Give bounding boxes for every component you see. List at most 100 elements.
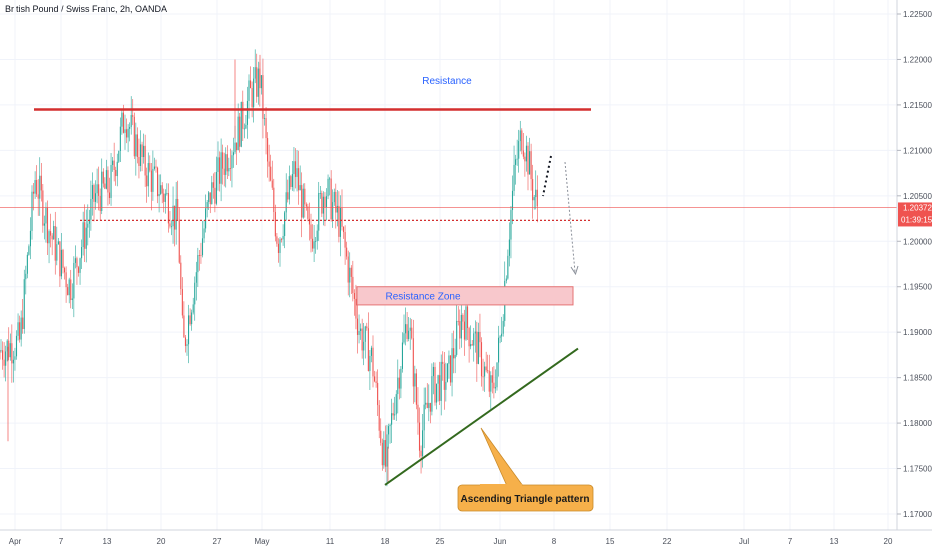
candle-body: [409, 327, 411, 331]
candle-body: [397, 377, 399, 395]
candle-body: [93, 185, 95, 202]
candle-body: [234, 142, 236, 153]
candle-body: [384, 440, 386, 467]
candle-body: [449, 355, 452, 383]
candle-body: [381, 442, 383, 466]
candle-body: [208, 192, 210, 203]
candle-body: [370, 347, 372, 356]
candle-body: [276, 236, 278, 244]
candle-body: [366, 326, 368, 329]
candle-body: [456, 320, 458, 355]
candle-body: [246, 100, 248, 125]
time-tick-label: 25: [436, 537, 445, 546]
candle-body: [301, 185, 303, 218]
candle-body: [401, 342, 403, 369]
candle-body: [418, 422, 421, 451]
candle-body: [126, 129, 128, 138]
candle-body: [139, 144, 142, 166]
time-tick-label: 11: [326, 537, 335, 546]
candle-body: [68, 279, 70, 296]
candle-body: [279, 239, 281, 253]
candle-body: [104, 183, 106, 189]
candle-body: [462, 314, 464, 322]
candle-body: [522, 150, 524, 157]
candle-body: [85, 227, 87, 249]
short-forecast-dotted[interactable]: [542, 155, 552, 197]
candle-body: [263, 118, 266, 119]
candle-body: [60, 249, 62, 277]
candle-body: [389, 424, 391, 427]
pattern-callout[interactable]: [457, 484, 594, 512]
candle-body: [108, 192, 111, 198]
candle-body: [493, 382, 495, 389]
candle-body: [330, 178, 332, 220]
candle-body: [243, 128, 245, 130]
candle-body: [42, 190, 44, 226]
price-badge-value: 1.20372: [903, 203, 932, 212]
time-axis[interactable]: Apr 7 13 20 27 May 11 18 25 Jun 8 15 22 Jul 7 13 20: [9, 537, 893, 546]
candle-body: [113, 160, 115, 170]
candle-body: [519, 130, 521, 142]
time-tick-label: Jul: [739, 537, 749, 546]
candle-body: [378, 405, 380, 431]
candle-body: [197, 255, 199, 273]
candle-body: [271, 180, 273, 188]
candle-body: [29, 230, 31, 247]
candle-body: [524, 156, 526, 162]
candle-body: [352, 276, 354, 293]
candle-body: [191, 312, 193, 325]
candle-body: [155, 166, 157, 168]
candle-body: [133, 116, 135, 157]
candle-body: [70, 279, 72, 300]
candle-body: [324, 196, 326, 208]
candle-body: [329, 178, 331, 180]
candle-body: [200, 255, 202, 256]
candle-body: [443, 363, 445, 390]
projection-arrow[interactable]: [564, 161, 576, 273]
time-tick-label: 20: [884, 537, 893, 546]
candle-body: [451, 348, 453, 383]
candle-body: [180, 262, 182, 290]
candle-series: [0, 49, 538, 487]
candle-body: [267, 138, 269, 162]
candle-body: [203, 228, 205, 239]
candle-body: [499, 336, 501, 338]
candle-body: [380, 430, 382, 443]
candle-body: [101, 171, 103, 212]
candle-body: [465, 306, 467, 340]
candle-body: [417, 404, 419, 423]
candle-body: [496, 362, 498, 388]
candle-body: [313, 241, 315, 249]
candle-body: [505, 278, 507, 281]
price-axis[interactable]: 1.17000 1.17500 1.18000 1.18500 1.19000 1.195…: [897, 10, 932, 519]
candle-body: [146, 175, 148, 187]
candle-body: [170, 226, 173, 228]
candle-body: [457, 320, 459, 322]
candle-body: [65, 272, 67, 288]
candle-body: [487, 370, 489, 372]
candle-body: [513, 164, 515, 191]
candle-body: [372, 347, 374, 377]
candle-body: [327, 178, 329, 197]
candle-body: [147, 163, 149, 187]
candle-body: [527, 145, 529, 175]
candle-body: [293, 161, 295, 175]
candle-body: [254, 67, 256, 79]
candle-body: [344, 232, 346, 248]
candle-body: [490, 375, 492, 392]
resistance-zone[interactable]: [356, 286, 574, 306]
candle-body: [195, 272, 197, 283]
candle-body: [291, 174, 293, 187]
candle-body: [273, 187, 275, 212]
candle-body: [367, 328, 369, 371]
candle-body: [316, 230, 318, 242]
candle-body: [467, 306, 469, 329]
candle-body: [437, 375, 439, 384]
candle-body: [231, 155, 233, 169]
ascending-trendline[interactable]: [384, 347, 579, 486]
candle-body: [299, 185, 301, 191]
time-tick-label: May: [254, 537, 269, 546]
candle-body: [468, 328, 470, 347]
candle-body: [79, 258, 81, 273]
